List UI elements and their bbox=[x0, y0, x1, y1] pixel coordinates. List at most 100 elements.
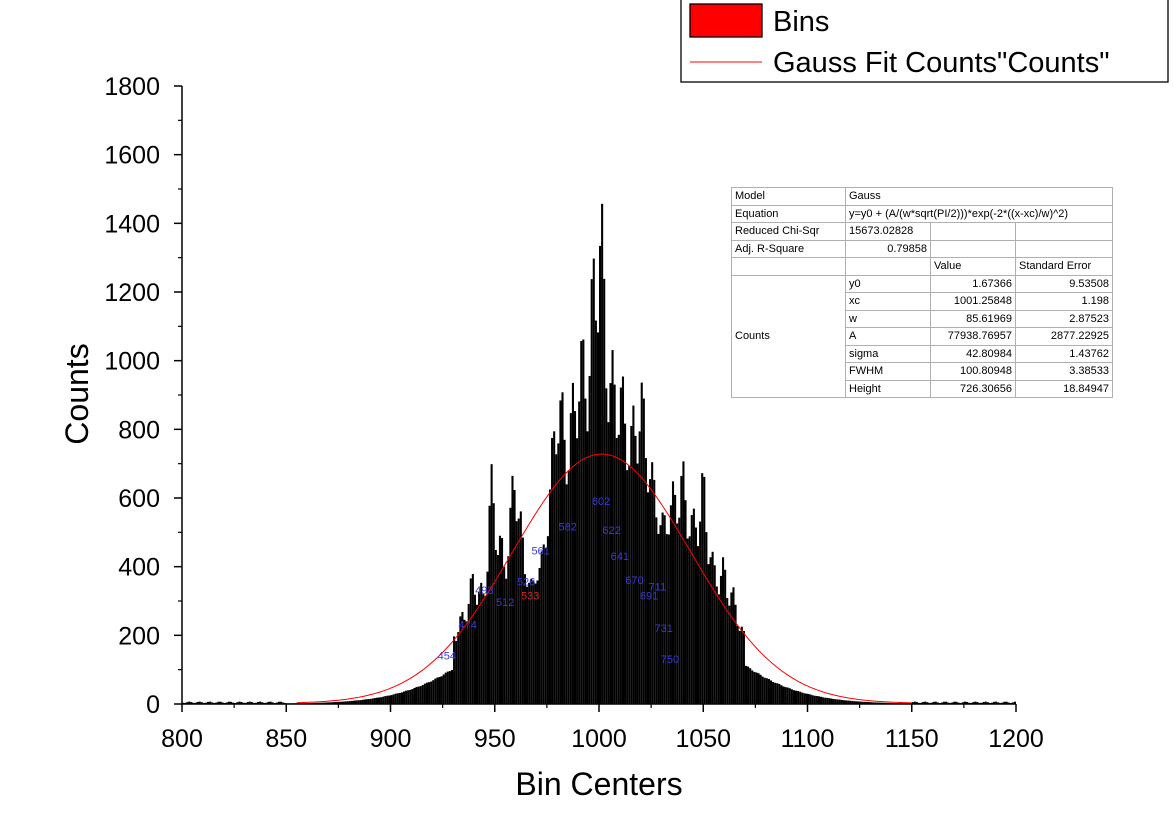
histogram-bar bbox=[763, 677, 766, 704]
histogram-bar bbox=[640, 382, 643, 704]
histogram-bar bbox=[553, 431, 556, 704]
histogram-bar bbox=[644, 458, 647, 704]
histogram-bar bbox=[634, 435, 637, 704]
histogram-bar bbox=[838, 699, 841, 704]
histogram-bar bbox=[392, 694, 395, 704]
peak-label: 512 bbox=[496, 597, 514, 609]
peak-label: 454 bbox=[438, 650, 456, 662]
x-tick-labels: 800 850 900 950 1000 1050 1100 1150 1200 bbox=[161, 725, 1044, 753]
histogram-bar bbox=[724, 569, 727, 704]
histogram-bar bbox=[707, 564, 710, 704]
histogram-bar bbox=[922, 701, 925, 704]
histogram-bar bbox=[478, 591, 481, 704]
histogram-bar bbox=[874, 702, 877, 704]
histogram-bar bbox=[415, 687, 418, 704]
x-tick-label: 950 bbox=[474, 725, 516, 753]
histogram-bar bbox=[782, 686, 785, 704]
histogram-bar bbox=[657, 533, 660, 704]
histogram-bar bbox=[603, 278, 606, 704]
histogram-bar bbox=[820, 696, 823, 704]
histogram-bar bbox=[419, 686, 422, 704]
histogram-bar bbox=[696, 546, 700, 704]
histogram-bar bbox=[432, 680, 435, 704]
histogram-bar bbox=[592, 258, 595, 704]
histogram-bar bbox=[444, 672, 447, 704]
histogram-bar bbox=[667, 534, 670, 704]
histogram-bar bbox=[465, 622, 468, 704]
param-error: 2877.22925 bbox=[1015, 327, 1113, 346]
histogram-bar bbox=[817, 696, 821, 704]
fit-table-row: Adj. R-Square 0.79858 bbox=[731, 239, 1113, 258]
peak-label: 670 bbox=[625, 575, 643, 587]
histogram-bar bbox=[475, 604, 479, 704]
histogram-bar bbox=[513, 490, 516, 704]
histogram-bar bbox=[463, 619, 466, 704]
histogram-bar bbox=[355, 700, 358, 704]
histogram-bar bbox=[794, 690, 798, 704]
histogram-bar bbox=[578, 401, 581, 704]
histogram-bar bbox=[599, 245, 602, 704]
peak-label: 533 bbox=[521, 590, 539, 602]
histogram-bar bbox=[498, 535, 502, 704]
histogram-bar bbox=[767, 679, 770, 704]
histogram-bar bbox=[824, 697, 827, 704]
histogram-bar bbox=[190, 702, 193, 704]
histogram-bar bbox=[840, 699, 843, 704]
histogram-bar bbox=[238, 701, 241, 704]
histogram-bar bbox=[438, 677, 441, 704]
histogram-bar bbox=[1003, 701, 1006, 704]
histogram-bar bbox=[915, 702, 919, 704]
histogram-bar bbox=[649, 479, 652, 704]
histogram-bar bbox=[713, 565, 716, 704]
histogram-bar bbox=[571, 382, 574, 704]
param-name: Height bbox=[845, 379, 931, 398]
fit-table-row: Reduced Chi-Sqr 15673.02828 bbox=[731, 222, 1113, 241]
histogram-bar bbox=[865, 701, 868, 704]
peak-label: 711 bbox=[649, 582, 667, 594]
histogram-bar bbox=[615, 437, 618, 704]
histogram-bar bbox=[330, 702, 333, 704]
histogram-bar bbox=[853, 701, 856, 704]
histogram-bar bbox=[484, 595, 487, 704]
param-name: sigma bbox=[845, 344, 931, 363]
histogram-bar bbox=[423, 683, 426, 704]
histogram-bar bbox=[859, 701, 862, 704]
histogram-bar bbox=[936, 702, 939, 704]
histogram-bar bbox=[584, 398, 587, 704]
histogram-bar bbox=[997, 702, 1000, 704]
histogram-bar bbox=[342, 701, 345, 704]
histogram-bar bbox=[257, 701, 260, 704]
histogram-bar bbox=[538, 567, 541, 704]
histogram-bar bbox=[857, 701, 860, 704]
histogram-bar bbox=[911, 702, 914, 704]
histogram-bar bbox=[373, 698, 376, 704]
param-row: w 85.61969 2.87523 bbox=[732, 309, 1113, 328]
histogram-bar bbox=[613, 384, 616, 704]
histogram-bar bbox=[482, 594, 485, 704]
histogram-bar bbox=[976, 702, 979, 704]
histogram-bar bbox=[209, 701, 212, 704]
histogram-bar bbox=[734, 604, 737, 704]
histogram-bar bbox=[501, 538, 504, 704]
peak-label: 561 bbox=[531, 546, 549, 558]
param-name: y0 bbox=[845, 274, 931, 293]
param-row: Counts y0 1.67366 9.53508 bbox=[731, 274, 1113, 398]
histogram-bar bbox=[382, 696, 385, 704]
histogram-bar bbox=[492, 503, 495, 704]
histogram-bar bbox=[680, 476, 683, 704]
histogram-bar bbox=[473, 594, 476, 704]
histogram-bar bbox=[246, 702, 249, 704]
histogram-bar bbox=[532, 580, 535, 704]
histogram-bar bbox=[569, 413, 572, 704]
histogram-bar bbox=[519, 511, 522, 704]
param-error: 18.84947 bbox=[1015, 379, 1113, 398]
histogram-bar bbox=[336, 701, 339, 704]
histogram-bar bbox=[1005, 701, 1008, 704]
histogram-bar bbox=[932, 701, 935, 704]
histogram-bar bbox=[797, 691, 800, 704]
histogram-bar bbox=[699, 521, 702, 704]
histogram-bar bbox=[684, 500, 687, 704]
r2-value: 0.79858 bbox=[845, 239, 931, 258]
histogram-bar bbox=[742, 631, 745, 704]
